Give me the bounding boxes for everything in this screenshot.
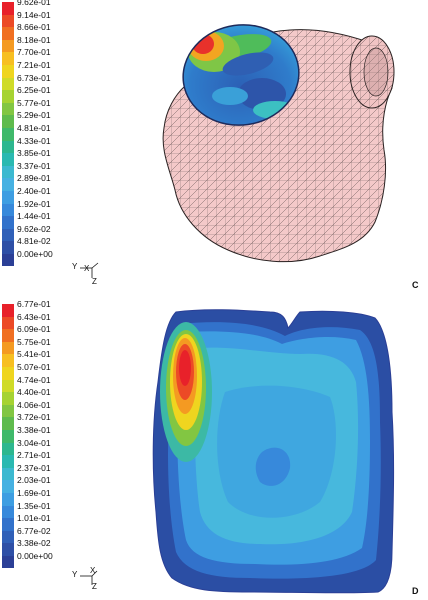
- contact-map-d: [152, 309, 395, 594]
- triad-y-label: Y: [72, 262, 78, 271]
- legend-swatch: [2, 492, 14, 506]
- legend-swatch: [2, 480, 14, 493]
- legend-label: 1.01e-01: [17, 513, 51, 524]
- legend-label: 1.44e-01: [17, 211, 51, 222]
- legend-swatch: [2, 455, 14, 468]
- legend-swatch: [2, 341, 14, 355]
- axis-triad-d: Y X Z: [72, 566, 102, 592]
- legend-swatch: [2, 153, 14, 166]
- legend-swatch: [2, 27, 14, 40]
- legend-swatch: [2, 216, 14, 229]
- legend-label: 4.81e-01: [17, 122, 51, 133]
- legend-swatch: [2, 241, 14, 254]
- legend-label: 0.00e+00: [17, 550, 53, 561]
- legend-swatch: [2, 354, 14, 367]
- legend-swatch: [2, 429, 14, 443]
- legend-label: 4.40e-01: [17, 387, 51, 398]
- triad-x-label: X: [90, 566, 96, 575]
- legend-swatch: [2, 203, 14, 217]
- legend-label: 3.38e-02: [17, 538, 51, 549]
- legend-swatch: [2, 379, 14, 393]
- figure-c-panel: 9.62e-01 9.14e-01 8.66e-01 8.18e-01 7.70e-01…: [0, 0, 428, 296]
- legend-swatch: [2, 115, 14, 128]
- triad-z-label: Z: [92, 277, 97, 286]
- legend-label: 3.72e-01: [17, 412, 51, 423]
- legend-label: 3.38e-01: [17, 424, 51, 435]
- legend-label: 8.66e-01: [17, 22, 51, 33]
- legend-label: 3.85e-01: [17, 148, 51, 159]
- legend-swatch: [2, 90, 14, 103]
- legend-label: 9.14e-01: [17, 9, 51, 20]
- legend-swatch: [2, 555, 14, 569]
- legend-label: 6.43e-01: [17, 311, 51, 322]
- triad-z-label: Z: [92, 582, 97, 591]
- legend-label: 2.37e-01: [17, 462, 51, 473]
- legend-label: 5.41e-01: [17, 349, 51, 360]
- legend-label: 1.69e-01: [17, 487, 51, 498]
- legend-label: 6.77e-01: [17, 299, 51, 309]
- legend-label: 0.00e+00: [17, 248, 53, 259]
- legend-label: 1.35e-01: [17, 500, 51, 511]
- legend-label: 3.04e-01: [17, 437, 51, 448]
- legend-swatch: [2, 467, 14, 481]
- legend-label: 6.25e-01: [17, 85, 51, 96]
- triad-x-label: X: [84, 264, 90, 273]
- legend-swatch: [2, 2, 14, 15]
- legend-label: 6.73e-01: [17, 72, 51, 83]
- legend-label: 3.37e-01: [17, 160, 51, 171]
- legend-label: 5.77e-01: [17, 97, 51, 108]
- panel-letter-c: C: [412, 280, 419, 290]
- figure-d-panel: 6.77e-01 6.43e-01 6.09e-01 5.75e-01 5.41e-01…: [0, 299, 428, 598]
- legend-swatch: [2, 329, 14, 342]
- legend-label: 2.40e-01: [17, 185, 51, 196]
- legend-label: 6.77e-02: [17, 525, 51, 536]
- legend-swatch: [2, 530, 14, 544]
- legend-swatch: [2, 366, 14, 380]
- legend-swatch: [2, 64, 14, 78]
- legend-swatch: [2, 178, 14, 191]
- legend-swatch: [2, 253, 14, 267]
- legend-swatch: [2, 14, 14, 28]
- legend-label: 2.03e-01: [17, 475, 51, 486]
- triad-y-label: Y: [72, 570, 78, 579]
- legend-label: 1.92e-01: [17, 198, 51, 209]
- legend-swatch: [2, 102, 14, 116]
- legend-label: 9.62e-02: [17, 223, 51, 234]
- legend-label: 2.89e-01: [17, 173, 51, 184]
- legend-label: 4.33e-01: [17, 135, 51, 146]
- legend-label: 5.29e-01: [17, 110, 51, 121]
- legend-label: 5.75e-01: [17, 336, 51, 347]
- legend-label: 7.70e-01: [17, 47, 51, 58]
- bone-mesh-model-c: [162, 20, 395, 263]
- legend-swatch: [2, 404, 14, 418]
- legend-swatch: [2, 77, 14, 91]
- legend-label: 9.62e-01: [17, 0, 51, 7]
- legend-label: 4.06e-01: [17, 399, 51, 410]
- legend-swatch: [2, 316, 14, 330]
- legend-swatch: [2, 165, 14, 179]
- legend-swatch: [2, 228, 14, 242]
- panel-letter-d: D: [412, 586, 419, 596]
- legend-label: 2.71e-01: [17, 450, 51, 461]
- legend-swatch: [2, 190, 14, 204]
- legend-swatch: [2, 518, 14, 531]
- legend-label: 4.74e-01: [17, 374, 51, 385]
- legend-swatch: [2, 417, 14, 430]
- legend-label: 6.09e-01: [17, 324, 51, 335]
- legend-swatch: [2, 127, 14, 141]
- legend-swatch: [2, 304, 14, 317]
- legend-label: 7.21e-01: [17, 59, 51, 70]
- legend-swatch: [2, 505, 14, 519]
- legend-label: 8.18e-01: [17, 34, 51, 45]
- legend-label: 5.07e-01: [17, 361, 51, 372]
- legend-swatch: [2, 140, 14, 154]
- legend-swatch: [2, 442, 14, 456]
- legend-swatch: [2, 392, 14, 405]
- legend-swatch: [2, 52, 14, 65]
- axis-triad-c: Y X Z: [72, 262, 102, 286]
- legend-swatch: [2, 543, 14, 556]
- legend-label: 4.81e-02: [17, 236, 51, 247]
- legend-swatch: [2, 39, 14, 53]
